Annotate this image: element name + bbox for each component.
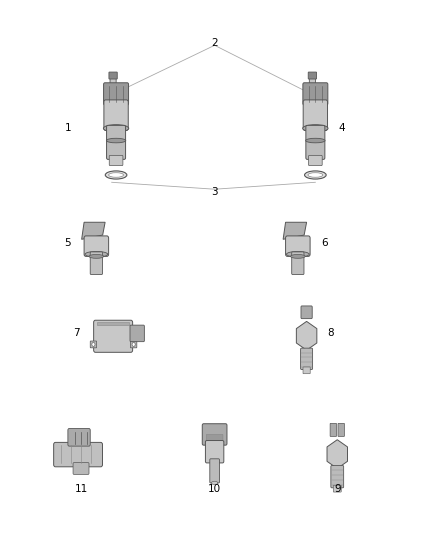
Text: 1: 1 xyxy=(64,123,71,133)
Text: 3: 3 xyxy=(211,187,218,197)
FancyBboxPatch shape xyxy=(306,125,325,159)
FancyBboxPatch shape xyxy=(308,72,317,79)
Text: 11: 11 xyxy=(74,484,88,494)
Polygon shape xyxy=(283,222,307,239)
Polygon shape xyxy=(327,440,347,469)
FancyBboxPatch shape xyxy=(109,72,117,79)
Text: 4: 4 xyxy=(338,123,345,133)
FancyBboxPatch shape xyxy=(202,424,227,445)
Ellipse shape xyxy=(306,138,325,143)
Ellipse shape xyxy=(306,126,325,131)
FancyBboxPatch shape xyxy=(90,252,102,274)
FancyBboxPatch shape xyxy=(309,78,315,90)
FancyBboxPatch shape xyxy=(303,367,310,374)
Ellipse shape xyxy=(109,173,124,177)
FancyBboxPatch shape xyxy=(286,236,310,256)
Ellipse shape xyxy=(85,252,108,257)
Ellipse shape xyxy=(89,254,104,259)
FancyBboxPatch shape xyxy=(331,465,344,488)
Circle shape xyxy=(92,343,95,346)
Text: 9: 9 xyxy=(334,484,341,494)
Ellipse shape xyxy=(103,125,129,132)
FancyBboxPatch shape xyxy=(131,341,137,348)
FancyBboxPatch shape xyxy=(206,434,223,442)
Text: 8: 8 xyxy=(327,328,334,338)
FancyBboxPatch shape xyxy=(90,341,97,348)
Circle shape xyxy=(132,343,135,346)
Ellipse shape xyxy=(212,481,218,484)
FancyBboxPatch shape xyxy=(53,442,102,467)
FancyBboxPatch shape xyxy=(301,306,312,319)
Text: 7: 7 xyxy=(73,328,80,338)
Ellipse shape xyxy=(304,171,326,179)
FancyBboxPatch shape xyxy=(109,155,123,166)
Ellipse shape xyxy=(106,138,126,143)
FancyBboxPatch shape xyxy=(303,100,328,131)
Ellipse shape xyxy=(303,125,328,132)
Text: 2: 2 xyxy=(211,38,218,47)
FancyBboxPatch shape xyxy=(333,485,341,492)
FancyBboxPatch shape xyxy=(292,252,304,274)
Ellipse shape xyxy=(286,252,309,257)
FancyBboxPatch shape xyxy=(338,423,344,437)
FancyBboxPatch shape xyxy=(68,429,90,446)
FancyBboxPatch shape xyxy=(110,78,116,90)
FancyBboxPatch shape xyxy=(300,348,313,369)
Polygon shape xyxy=(81,222,105,239)
FancyBboxPatch shape xyxy=(210,459,219,483)
FancyBboxPatch shape xyxy=(205,440,224,463)
FancyBboxPatch shape xyxy=(73,463,89,474)
Ellipse shape xyxy=(107,126,125,131)
FancyBboxPatch shape xyxy=(97,322,129,325)
FancyBboxPatch shape xyxy=(84,236,109,256)
FancyBboxPatch shape xyxy=(104,100,128,131)
FancyBboxPatch shape xyxy=(106,125,126,159)
FancyBboxPatch shape xyxy=(330,423,336,437)
Polygon shape xyxy=(297,321,317,350)
Text: 6: 6 xyxy=(321,238,328,247)
FancyBboxPatch shape xyxy=(303,83,328,105)
Ellipse shape xyxy=(308,173,323,177)
FancyBboxPatch shape xyxy=(103,83,129,105)
FancyBboxPatch shape xyxy=(94,320,133,352)
FancyBboxPatch shape xyxy=(130,325,145,342)
Text: 5: 5 xyxy=(64,238,71,247)
Ellipse shape xyxy=(105,171,127,179)
FancyBboxPatch shape xyxy=(308,155,322,166)
Text: 10: 10 xyxy=(208,484,221,494)
Ellipse shape xyxy=(290,254,305,259)
